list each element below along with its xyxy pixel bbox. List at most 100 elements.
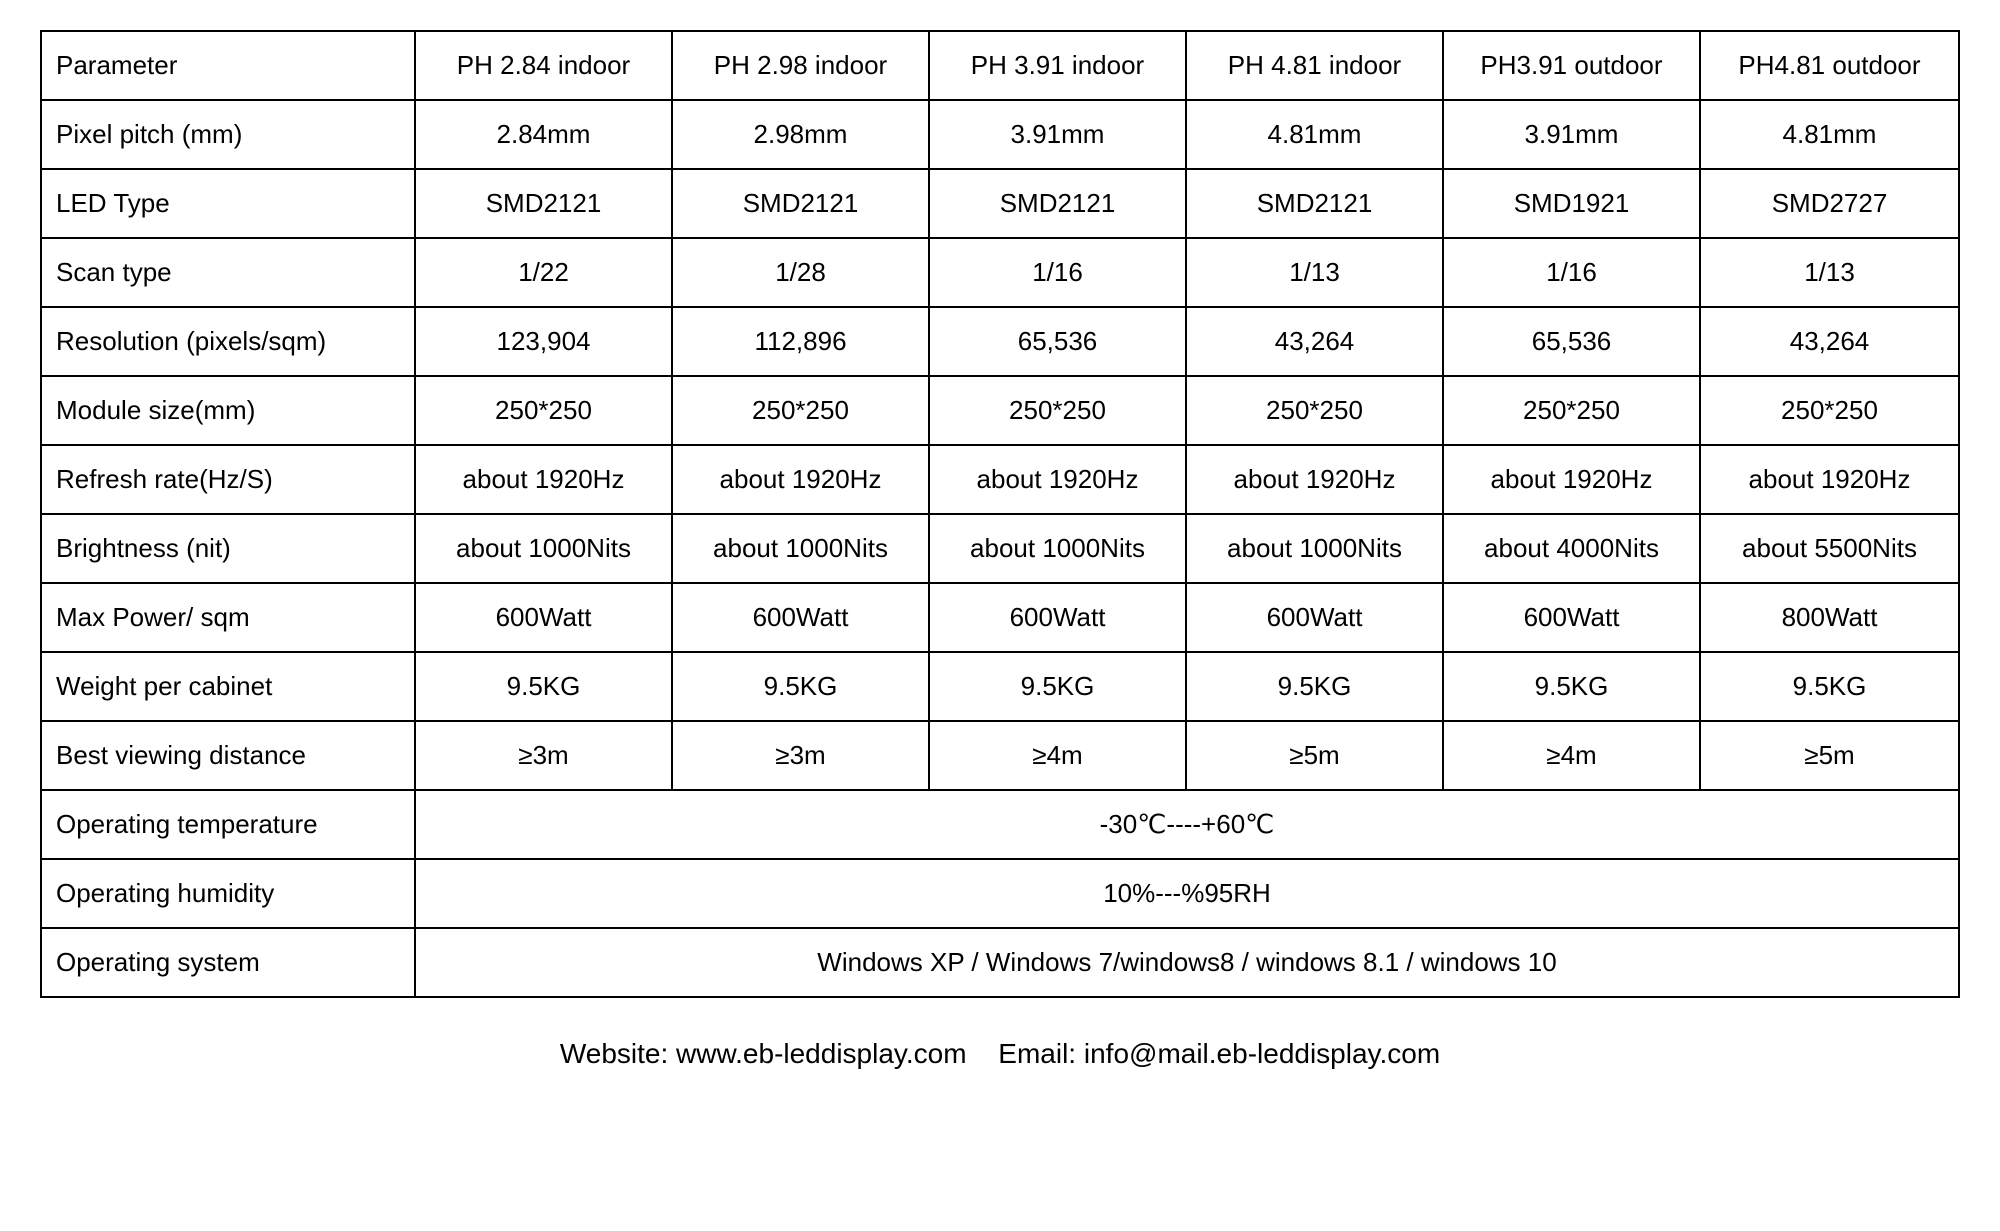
- row-value-merged: 10%---%95RH: [415, 859, 1959, 928]
- row-value: about 1000Nits: [929, 514, 1186, 583]
- row-value: 600Watt: [1186, 583, 1443, 652]
- row-value: 43,264: [1700, 307, 1959, 376]
- row-value: SMD2727: [1700, 169, 1959, 238]
- footer-website: Website: www.eb-leddisplay.com: [560, 1038, 967, 1069]
- row-value-merged: Windows XP / Windows 7/windows8 / window…: [415, 928, 1959, 997]
- table-row: Brightness (nit)about 1000Nitsabout 1000…: [41, 514, 1959, 583]
- row-value: 1/22: [415, 238, 672, 307]
- row-value: 9.5KG: [1186, 652, 1443, 721]
- row-value: 65,536: [1443, 307, 1700, 376]
- row-value: 600Watt: [415, 583, 672, 652]
- row-value: 600Watt: [929, 583, 1186, 652]
- header-column: PH 2.84 indoor: [415, 31, 672, 100]
- header-column: PH 2.98 indoor: [672, 31, 929, 100]
- row-label: Resolution (pixels/sqm): [41, 307, 415, 376]
- row-value-merged: -30℃----+60℃: [415, 790, 1959, 859]
- row-label: Module size(mm): [41, 376, 415, 445]
- header-column: PH3.91 outdoor: [1443, 31, 1700, 100]
- row-value: 250*250: [672, 376, 929, 445]
- row-value: SMD1921: [1443, 169, 1700, 238]
- row-value: about 1920Hz: [672, 445, 929, 514]
- row-value: about 4000Nits: [1443, 514, 1700, 583]
- table-row: Max Power/ sqm600Watt600Watt600Watt600Wa…: [41, 583, 1959, 652]
- row-value: 250*250: [415, 376, 672, 445]
- footer: Website: www.eb-leddisplay.com Email: in…: [40, 1038, 1960, 1070]
- header-column: PH4.81 outdoor: [1700, 31, 1959, 100]
- row-value: SMD2121: [415, 169, 672, 238]
- row-label: Best viewing distance: [41, 721, 415, 790]
- row-value: about 1000Nits: [1186, 514, 1443, 583]
- table-row-merged: Operating temperature-30℃----+60℃: [41, 790, 1959, 859]
- row-value: 250*250: [1186, 376, 1443, 445]
- row-label: Weight per cabinet: [41, 652, 415, 721]
- row-value: 3.91mm: [1443, 100, 1700, 169]
- row-value: about 5500Nits: [1700, 514, 1959, 583]
- row-value: 9.5KG: [672, 652, 929, 721]
- row-label: LED Type: [41, 169, 415, 238]
- row-value: 9.5KG: [415, 652, 672, 721]
- row-value: SMD2121: [672, 169, 929, 238]
- row-value: 4.81mm: [1186, 100, 1443, 169]
- row-value: 9.5KG: [1700, 652, 1959, 721]
- row-label: Scan type: [41, 238, 415, 307]
- table-row: Module size(mm)250*250250*250250*250250*…: [41, 376, 1959, 445]
- row-value: 112,896: [672, 307, 929, 376]
- table-header-row: ParameterPH 2.84 indoorPH 2.98 indoorPH …: [41, 31, 1959, 100]
- row-value: 65,536: [929, 307, 1186, 376]
- footer-email: Email: info@mail.eb-leddisplay.com: [998, 1038, 1440, 1069]
- row-value: 1/16: [929, 238, 1186, 307]
- row-value: 1/13: [1700, 238, 1959, 307]
- row-value: 9.5KG: [1443, 652, 1700, 721]
- header-column: PH 4.81 indoor: [1186, 31, 1443, 100]
- row-value: 2.84mm: [415, 100, 672, 169]
- row-value: about 1000Nits: [672, 514, 929, 583]
- table-row-merged: Operating humidity10%---%95RH: [41, 859, 1959, 928]
- table-row: Scan type1/221/281/161/131/161/13: [41, 238, 1959, 307]
- table-row: Best viewing distance≥3m≥3m≥4m≥5m≥4m≥5m: [41, 721, 1959, 790]
- row-value: 600Watt: [1443, 583, 1700, 652]
- table-row: Resolution (pixels/sqm)123,904112,89665,…: [41, 307, 1959, 376]
- row-value: ≥4m: [1443, 721, 1700, 790]
- table-row: Weight per cabinet9.5KG9.5KG9.5KG9.5KG9.…: [41, 652, 1959, 721]
- row-value: 250*250: [1443, 376, 1700, 445]
- row-value: SMD2121: [1186, 169, 1443, 238]
- row-label: Operating system: [41, 928, 415, 997]
- row-value: 2.98mm: [672, 100, 929, 169]
- row-value: ≥3m: [672, 721, 929, 790]
- row-value: about 1920Hz: [1186, 445, 1443, 514]
- header-column: PH 3.91 indoor: [929, 31, 1186, 100]
- row-value: SMD2121: [929, 169, 1186, 238]
- table-row-merged: Operating systemWindows XP / Windows 7/w…: [41, 928, 1959, 997]
- row-value: about 1920Hz: [1443, 445, 1700, 514]
- row-value: 250*250: [929, 376, 1186, 445]
- row-value: 9.5KG: [929, 652, 1186, 721]
- row-value: 4.81mm: [1700, 100, 1959, 169]
- row-value: ≥5m: [1186, 721, 1443, 790]
- table-row: Refresh rate(Hz/S)about 1920Hzabout 1920…: [41, 445, 1959, 514]
- row-value: 1/13: [1186, 238, 1443, 307]
- spec-table: ParameterPH 2.84 indoorPH 2.98 indoorPH …: [40, 30, 1960, 998]
- row-label: Brightness (nit): [41, 514, 415, 583]
- row-value: about 1920Hz: [1700, 445, 1959, 514]
- row-value: 123,904: [415, 307, 672, 376]
- row-value: ≥5m: [1700, 721, 1959, 790]
- row-value: ≥4m: [929, 721, 1186, 790]
- row-value: 1/28: [672, 238, 929, 307]
- row-value: 43,264: [1186, 307, 1443, 376]
- row-value: 600Watt: [672, 583, 929, 652]
- row-value: 250*250: [1700, 376, 1959, 445]
- table-row: Pixel pitch (mm)2.84mm2.98mm3.91mm4.81mm…: [41, 100, 1959, 169]
- row-value: about 1920Hz: [415, 445, 672, 514]
- row-value: 1/16: [1443, 238, 1700, 307]
- table-row: LED TypeSMD2121SMD2121SMD2121SMD2121SMD1…: [41, 169, 1959, 238]
- row-value: ≥3m: [415, 721, 672, 790]
- row-label: Refresh rate(Hz/S): [41, 445, 415, 514]
- row-value: about 1920Hz: [929, 445, 1186, 514]
- row-value: 3.91mm: [929, 100, 1186, 169]
- header-parameter-label: Parameter: [41, 31, 415, 100]
- row-label: Operating temperature: [41, 790, 415, 859]
- row-label: Pixel pitch (mm): [41, 100, 415, 169]
- spec-table-body: ParameterPH 2.84 indoorPH 2.98 indoorPH …: [41, 31, 1959, 997]
- row-label: Max Power/ sqm: [41, 583, 415, 652]
- row-value: 800Watt: [1700, 583, 1959, 652]
